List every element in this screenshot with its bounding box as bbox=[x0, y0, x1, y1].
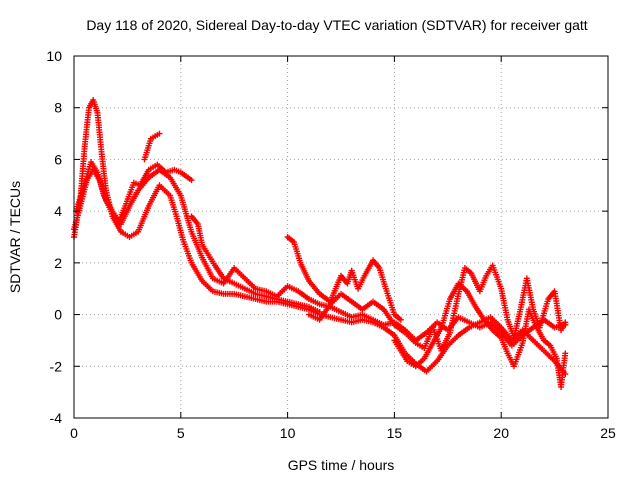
y-tick-label: 2 bbox=[54, 255, 62, 271]
series-track-4 bbox=[141, 130, 163, 163]
x-axis-label: GPS time / hours bbox=[288, 457, 395, 473]
data-point bbox=[562, 350, 569, 357]
chart-title: Day 118 of 2020, Sidereal Day-to-day VTE… bbox=[86, 17, 587, 33]
x-tick-label: 15 bbox=[387, 425, 403, 441]
y-tick-label: 4 bbox=[54, 203, 62, 219]
data-point bbox=[156, 130, 163, 137]
series-track-8 bbox=[391, 280, 569, 390]
y-tick-label: 8 bbox=[54, 100, 62, 116]
y-tick-label: 0 bbox=[54, 307, 62, 323]
data-point bbox=[397, 316, 404, 323]
axis-ticks: 0 5 10 15 20 25 -4 -2 0 2 4 6 8 10 bbox=[46, 48, 616, 441]
x-tick-label: 25 bbox=[600, 425, 616, 441]
data-point bbox=[316, 308, 323, 315]
y-axis-label: SDTVAR / TECUs bbox=[7, 181, 23, 293]
data-point bbox=[562, 319, 569, 326]
y-tick-label: 10 bbox=[46, 48, 62, 64]
plot-frame bbox=[73, 55, 609, 419]
x-tick-label: 10 bbox=[280, 425, 296, 441]
series-track-2 bbox=[71, 166, 569, 349]
series-track-6 bbox=[284, 234, 404, 323]
x-tick-label: 20 bbox=[493, 425, 509, 441]
y-tick-label: -2 bbox=[50, 358, 63, 374]
y-tick-label: 6 bbox=[54, 151, 62, 167]
x-tick-label: 5 bbox=[177, 425, 185, 441]
series-track-3 bbox=[73, 159, 195, 225]
series-track-1 bbox=[71, 96, 569, 378]
grid bbox=[74, 56, 608, 418]
data-layer bbox=[71, 96, 569, 390]
data-point bbox=[188, 177, 195, 184]
x-tick-label: 0 bbox=[70, 425, 78, 441]
series-track-5 bbox=[188, 213, 323, 315]
y-tick-label: -4 bbox=[50, 410, 63, 426]
